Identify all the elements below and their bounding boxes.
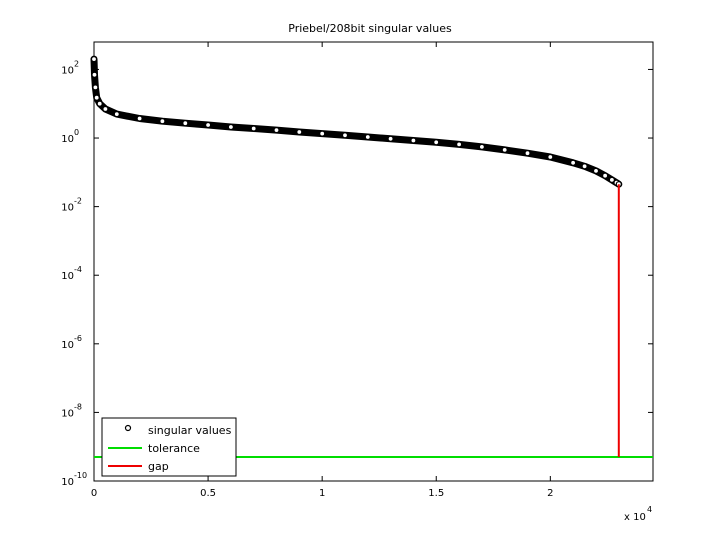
singular-value-point xyxy=(136,115,143,122)
y-tick-label-exponent: -8 xyxy=(74,402,82,411)
singular-value-point xyxy=(92,84,99,91)
singular-value-point xyxy=(96,100,103,107)
singular-value-point xyxy=(547,153,554,161)
singular-value-point xyxy=(601,172,609,179)
singular-value-point xyxy=(227,123,234,131)
singular-value-point xyxy=(90,55,98,63)
legend-label: gap xyxy=(148,460,169,473)
singular-value-point xyxy=(102,105,109,113)
x-tick-label: 0 xyxy=(91,488,97,499)
singular-value-point xyxy=(592,167,600,174)
y-tick-label-exponent: 2 xyxy=(74,59,79,68)
y-tick-label-base: 10 xyxy=(61,340,74,351)
y-tick-label-base: 10 xyxy=(61,408,74,419)
singular-value-point xyxy=(91,71,98,78)
singular-value-point xyxy=(501,146,508,153)
singular-value-point xyxy=(608,176,616,183)
y-tick-label-base: 10 xyxy=(61,477,74,488)
singular-value-point xyxy=(273,127,280,134)
singular-value-point xyxy=(250,125,257,132)
y-tick-label-exponent: -6 xyxy=(74,334,82,343)
x-scale-multiplier: x 10 4 xyxy=(624,505,652,523)
legend-label: tolerance xyxy=(148,442,200,455)
y-tick-label-exponent: -4 xyxy=(74,265,82,274)
singular-value-point xyxy=(182,120,189,127)
y-tick-label-base: 10 xyxy=(61,271,74,282)
singular-value-point xyxy=(93,94,100,101)
singular-value-point xyxy=(410,137,417,144)
x-tick-label: 0.5 xyxy=(200,488,216,499)
legend-swatch-marker xyxy=(124,424,132,432)
singular-value-point xyxy=(319,130,326,137)
y-tick-label-base: 10 xyxy=(61,65,74,76)
singular-value-point xyxy=(296,128,303,136)
singular-value-point xyxy=(456,141,463,148)
y-tick-label-base: 10 xyxy=(61,134,74,145)
y-tick-label-exponent: 0 xyxy=(74,128,79,137)
singular-value-point xyxy=(433,139,440,146)
y-tick-label-base: 10 xyxy=(61,203,74,214)
singular-value-point xyxy=(341,132,349,139)
legend: singular values tolerance gap xyxy=(101,417,237,477)
x-scale-multiplier-exponent: 4 xyxy=(647,505,652,514)
y-tick-label-exponent: -2 xyxy=(74,197,82,206)
singular-value-point xyxy=(205,121,212,129)
x-tick-label: 1.5 xyxy=(428,488,444,499)
legend-label: singular values xyxy=(148,424,232,437)
y-tick-label-exponent: -10 xyxy=(74,471,87,480)
plot-area xyxy=(93,41,654,482)
singular-value-point xyxy=(581,163,588,170)
x-tick-label: 2 xyxy=(547,488,553,499)
singular-value-point xyxy=(387,135,394,142)
singular-value-point xyxy=(524,150,531,157)
x-tick-label: 1 xyxy=(319,488,325,499)
singular-value-point xyxy=(113,110,120,118)
singular-value-point xyxy=(159,118,166,125)
x-scale-multiplier-base: x 10 xyxy=(624,512,646,523)
singular-value-point xyxy=(569,159,577,166)
singular-value-point xyxy=(478,143,485,150)
chart-title: Priebel/208bit singular values xyxy=(288,22,452,35)
singular-value-point xyxy=(364,133,371,141)
